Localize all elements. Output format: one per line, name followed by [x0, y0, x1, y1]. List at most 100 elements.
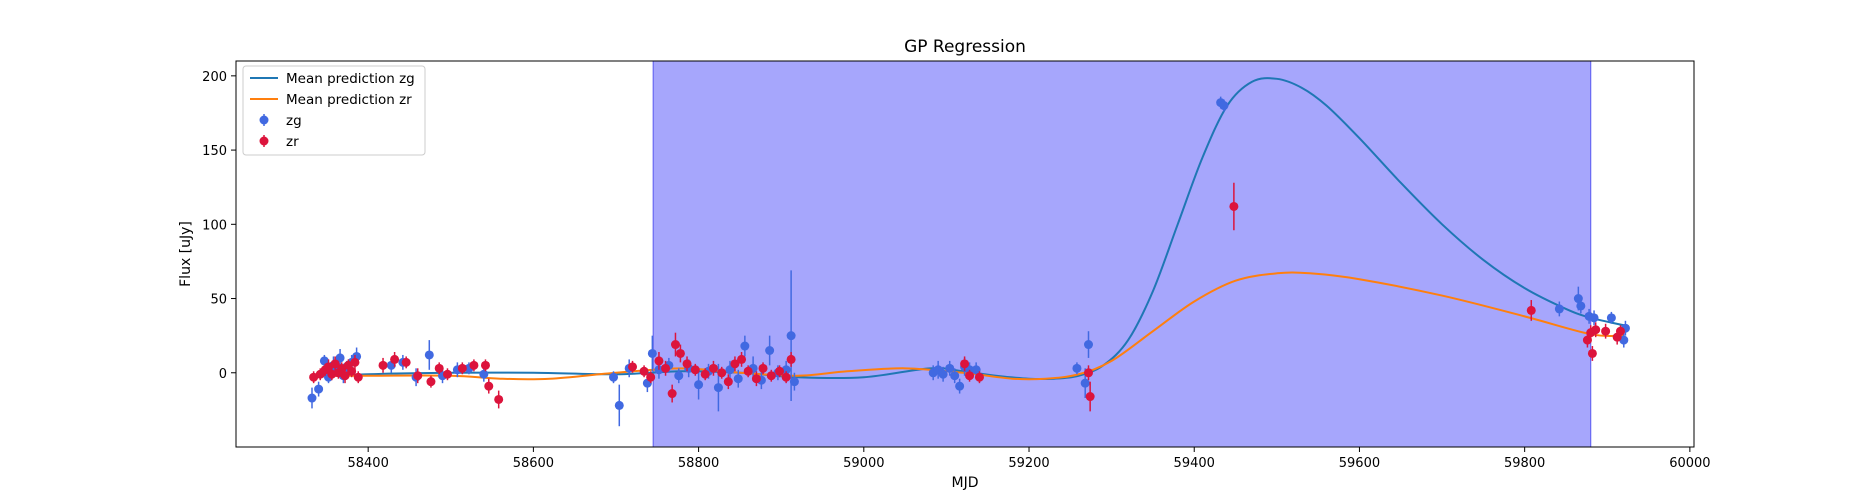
- x-axis-label: MJD: [952, 475, 979, 491]
- x-tick-label: 58400: [347, 456, 388, 471]
- point-zr: [413, 371, 423, 381]
- point-zg: [614, 400, 624, 410]
- x-tick-label: 58800: [678, 456, 719, 471]
- point-zr: [1601, 326, 1611, 336]
- y-tick-label: 50: [210, 293, 227, 308]
- point-zg: [424, 350, 434, 360]
- point-zr: [751, 374, 761, 384]
- legend-swatch-zg-point: [259, 115, 269, 125]
- point-zg: [950, 371, 960, 381]
- point-zr: [442, 369, 452, 379]
- legend-label-zg: zg: [286, 113, 302, 129]
- point-zr: [1085, 392, 1095, 402]
- legend-label-zr: zr: [286, 134, 299, 150]
- point-zr: [786, 354, 796, 364]
- point-zg: [1072, 363, 1082, 373]
- point-zr: [960, 359, 970, 369]
- point-zr: [390, 354, 400, 364]
- point-zg: [1083, 340, 1093, 350]
- y-axis-label: Flux [uJy]: [178, 221, 194, 287]
- y-tick-label: 150: [202, 144, 227, 159]
- y-axis-ticks: 0 50 100 150 200: [202, 70, 236, 382]
- point-zr: [708, 363, 718, 373]
- point-zr: [494, 394, 504, 404]
- point-zr: [484, 381, 494, 391]
- point-zr: [743, 366, 753, 376]
- point-zg: [479, 369, 489, 379]
- point-zg: [789, 377, 799, 387]
- point-zg: [725, 365, 735, 375]
- point-zr: [758, 363, 768, 373]
- x-tick-label: 59600: [1339, 456, 1380, 471]
- point-zr: [340, 371, 350, 381]
- point-zg: [1554, 304, 1564, 314]
- y-tick-label: 0: [219, 367, 227, 382]
- point-zr: [350, 357, 360, 367]
- legend-swatch-zr-point: [259, 136, 269, 146]
- point-zr: [675, 348, 685, 358]
- point-zr: [347, 366, 357, 376]
- point-zg: [1576, 301, 1586, 311]
- point-zg: [786, 331, 796, 341]
- point-zg: [647, 348, 657, 358]
- point-zr: [1229, 201, 1239, 211]
- point-zr: [682, 359, 692, 369]
- point-zg: [955, 381, 965, 391]
- point-zg: [1606, 313, 1616, 323]
- point-zg: [1080, 378, 1090, 388]
- point-zg: [971, 365, 981, 375]
- point-zr: [723, 377, 733, 387]
- point-zg: [674, 371, 684, 381]
- point-zr: [434, 363, 444, 373]
- point-zr: [737, 354, 747, 364]
- line-mean-prediction-zg: [310, 77, 1624, 381]
- point-zr: [353, 372, 363, 382]
- point-zg: [713, 383, 723, 393]
- legend-label-zr-line: Mean prediction zr: [286, 92, 412, 108]
- point-zr: [1083, 368, 1093, 378]
- point-zr: [974, 372, 984, 382]
- point-zr: [330, 359, 340, 369]
- x-tick-label: 59400: [1174, 456, 1215, 471]
- x-tick-label: 58600: [513, 456, 554, 471]
- point-zr: [730, 359, 740, 369]
- point-zr: [1591, 325, 1601, 335]
- x-tick-label: 59200: [1008, 456, 1049, 471]
- point-zr: [1615, 326, 1625, 336]
- x-tick-label: 59800: [1504, 456, 1545, 471]
- x-tick-label: 59000: [843, 456, 884, 471]
- series-zr: [309, 182, 1625, 412]
- point-zg: [335, 353, 345, 363]
- point-zr: [654, 356, 664, 366]
- point-zr: [457, 363, 467, 373]
- point-zg: [307, 393, 317, 403]
- point-zg: [733, 374, 743, 384]
- point-zr: [766, 371, 776, 381]
- point-zr: [661, 363, 671, 373]
- x-tick-label: 60000: [1669, 456, 1710, 471]
- point-zg: [765, 346, 775, 355]
- shaded-region: [653, 61, 1591, 447]
- legend-box: [242, 65, 426, 156]
- point-zg: [945, 363, 955, 373]
- x-axis-ticks: 58400 58600 58800 59000 59200 59400 59600 59800…: [347, 447, 1711, 471]
- point-zr: [646, 372, 656, 382]
- legend: Mean prediction zg Mean prediction zr zg…: [242, 65, 426, 156]
- point-zr: [628, 362, 638, 372]
- point-zr: [667, 389, 677, 399]
- point-zr: [670, 340, 680, 350]
- point-zr: [426, 377, 436, 387]
- prediction-lines: [310, 61, 1624, 447]
- y-tick-label: 100: [202, 218, 227, 233]
- point-zr: [700, 369, 710, 379]
- point-zr: [469, 360, 479, 370]
- point-zr: [965, 371, 975, 381]
- point-zr: [378, 360, 388, 370]
- point-zr: [1526, 305, 1536, 315]
- point-zg: [740, 341, 750, 351]
- chart-title: GP Regression: [904, 37, 1026, 57]
- plot-frame: [235, 60, 1695, 448]
- point-zg: [314, 384, 324, 394]
- y-tick-label: 200: [202, 70, 227, 85]
